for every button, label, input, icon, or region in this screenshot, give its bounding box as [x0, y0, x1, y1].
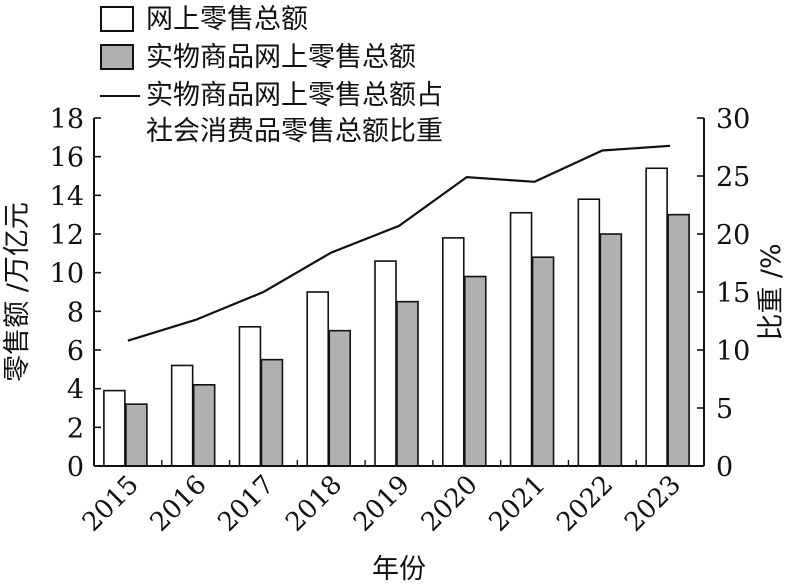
bar-physical-goods: [599, 233, 623, 467]
x-tick-label: 2019: [348, 470, 416, 538]
x-tick-label: 2015: [77, 470, 145, 538]
legend-label: 网上零售总额: [146, 4, 308, 35]
legend-label: 实物商品网上零售总额: [146, 42, 416, 73]
bar-online-retail: [103, 389, 126, 467]
bar-physical-goods: [328, 329, 352, 467]
x-tick-label: 2017: [212, 470, 280, 538]
left-tick-label: 12: [50, 220, 84, 251]
legend-item-share-line: 实物商品网上零售总额占 社会消费品零售总额比重: [100, 78, 580, 147]
left-tick-label: 16: [50, 143, 84, 174]
bar-online-retail: [577, 198, 601, 467]
legend-line-swatch: [100, 95, 140, 97]
right-tick-label: 15: [716, 278, 750, 309]
x-tick-label: 2016: [145, 470, 213, 538]
legend-item-physical-goods: 实物商品网上零售总额: [100, 40, 580, 78]
bar-online-retail: [170, 364, 194, 467]
bar-physical-goods: [531, 256, 555, 467]
bar-physical-goods: [463, 275, 487, 467]
x-tick-label: 2018: [280, 470, 348, 538]
bar-physical-goods: [667, 213, 690, 467]
bar-online-retail: [509, 211, 533, 467]
bar-physical-goods: [260, 358, 284, 467]
right-tick-label: 30: [716, 104, 750, 135]
bar-physical-goods: [192, 383, 216, 467]
x-tick-label: 2023: [619, 470, 687, 538]
bar-online-retail: [374, 260, 397, 467]
left-tick-label: 4: [67, 375, 84, 406]
bar-online-retail: [238, 325, 262, 467]
legend-label: 实物商品网上零售总额占: [146, 80, 443, 111]
bar-physical-goods: [125, 403, 148, 467]
bar-online-retail: [441, 237, 465, 467]
left-axis-title: 零售额 /万亿元: [2, 202, 33, 382]
left-tick-label: 8: [67, 297, 84, 328]
left-tick-label: 6: [67, 336, 84, 367]
bar-physical-goods: [396, 300, 419, 467]
left-tick-label: 14: [50, 181, 84, 212]
right-tick-label: 20: [716, 220, 750, 251]
right-axis-title: 比重 /%: [756, 243, 787, 340]
legend-swatch-gray: [100, 44, 134, 70]
bar-online-retail: [306, 291, 330, 467]
x-tick-label: 2020: [416, 470, 484, 538]
share-line: [127, 144, 671, 342]
bar-online-retail: [645, 167, 668, 467]
x-axis-title: 年份: [372, 554, 426, 585]
x-tick-label: 2021: [484, 470, 552, 538]
left-tick-label: 10: [50, 259, 84, 290]
legend-label-line2: 社会消费品零售总额比重: [146, 116, 443, 147]
legend-item-online-retail: 网上零售总额: [100, 2, 580, 40]
right-tick-label: 5: [716, 394, 733, 425]
legend: 网上零售总额 实物商品网上零售总额 实物商品网上零售总额占 社会消费品零售总额比…: [100, 2, 580, 147]
left-tick-label: 2: [67, 413, 84, 444]
legend-swatch-white: [100, 6, 134, 32]
right-tick-label: 10: [716, 336, 750, 367]
left-tick-label: 18: [50, 104, 84, 135]
x-tick-label: 2022: [551, 470, 619, 538]
right-tick-label: 0: [716, 452, 733, 483]
right-tick-label: 25: [716, 162, 750, 193]
left-tick-label: 0: [67, 452, 84, 483]
